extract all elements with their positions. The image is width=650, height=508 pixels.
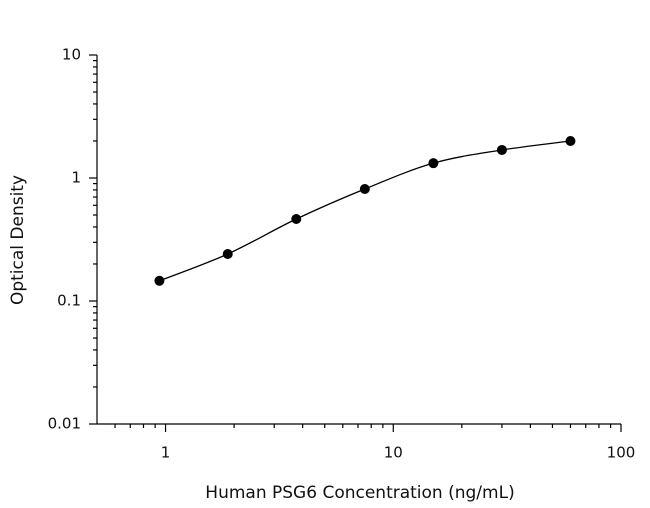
- data-point: [291, 214, 302, 225]
- y-tick-label: 10: [62, 46, 81, 64]
- y-tick-label: 0.01: [48, 415, 81, 433]
- data-point: [496, 144, 507, 155]
- x-tick-label: 1: [161, 444, 171, 462]
- x-tick-label: 10: [384, 444, 403, 462]
- data-point: [154, 275, 165, 286]
- y-tick-label: 0.1: [57, 292, 81, 310]
- data-point: [565, 135, 576, 146]
- y-axis-title: Optical Density: [8, 175, 28, 305]
- y-tick-label: 1: [71, 169, 81, 187]
- x-axis-title: Human PSG6 Concentration (ng/mL): [205, 483, 514, 503]
- data-point: [359, 183, 370, 194]
- data-point: [428, 158, 439, 169]
- x-tick-label: 100: [607, 444, 636, 462]
- fit-curve: [159, 140, 571, 282]
- data-point: [222, 249, 233, 260]
